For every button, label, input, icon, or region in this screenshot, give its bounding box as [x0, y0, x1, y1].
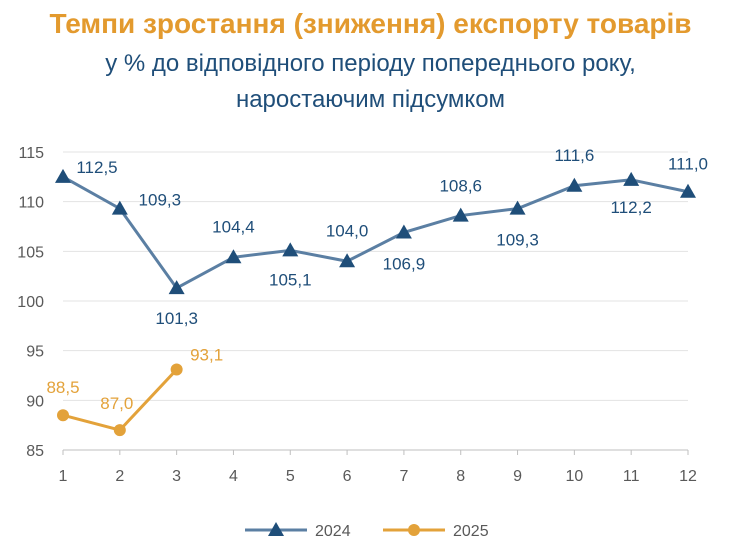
data-label: 109,3 — [139, 191, 182, 210]
data-label: 111,0 — [668, 155, 708, 174]
data-point-2024 — [168, 280, 185, 295]
chart-title: Темпи зростання (зниження) експорту това… — [49, 8, 692, 39]
x-tick-label: 8 — [456, 468, 465, 485]
y-tick-label: 90 — [26, 393, 44, 410]
y-tick-label: 100 — [17, 294, 44, 311]
data-label: 101,3 — [155, 309, 198, 328]
data-point-2024 — [111, 200, 128, 215]
x-tick-label: 2 — [115, 468, 124, 485]
data-label: 109,3 — [496, 231, 539, 250]
data-label: 105,1 — [269, 270, 312, 289]
data-label: 108,6 — [439, 177, 482, 196]
x-tick-label: 11 — [623, 468, 640, 485]
data-label: 112,2 — [611, 198, 652, 217]
x-tick-label: 1 — [59, 468, 68, 485]
x-tick-label: 6 — [343, 468, 352, 485]
data-point-2024 — [452, 207, 469, 222]
y-tick-label: 105 — [17, 244, 44, 261]
x-tick-label: 5 — [286, 468, 295, 485]
data-point-2024 — [225, 249, 242, 264]
data-point-2024 — [680, 183, 696, 198]
data-label: 104,4 — [212, 217, 255, 236]
x-tick-label: 10 — [565, 468, 583, 485]
data-point-2025 — [113, 424, 126, 437]
x-tick-label: 7 — [399, 468, 408, 485]
x-tick-label: 3 — [172, 468, 181, 485]
legend-label: 2024 — [315, 523, 351, 540]
legend-marker-2025 — [408, 524, 420, 536]
data-point-2025 — [57, 409, 69, 422]
data-label: 106,9 — [383, 254, 426, 273]
y-tick-label: 110 — [18, 195, 44, 212]
data-point-2024 — [623, 171, 640, 186]
legend-marker-2024 — [268, 522, 284, 536]
data-point-2024 — [55, 168, 71, 183]
data-point-2024 — [509, 200, 526, 215]
data-label: 87,0 — [100, 394, 133, 413]
data-point-2024 — [339, 253, 356, 268]
chart-subtitle-line2: наростаючим підсумком — [235, 86, 506, 113]
data-label: 112,5 — [76, 158, 117, 177]
data-point-2025 — [170, 363, 183, 376]
data-point-2024 — [395, 224, 412, 239]
y-tick-label: 95 — [26, 344, 44, 361]
series-line-2024 — [62, 175, 689, 291]
data-point-2024 — [566, 177, 583, 192]
data-label: 93,1 — [190, 346, 223, 365]
legend-label: 2025 — [453, 523, 489, 540]
data-point-2024 — [282, 242, 299, 257]
data-label: 104,0 — [326, 221, 369, 240]
x-tick-label: 12 — [679, 468, 697, 485]
data-label: 111,6 — [554, 146, 594, 165]
x-tick-label: 9 — [513, 468, 522, 485]
x-tick-label: 4 — [229, 468, 238, 485]
y-tick-label: 115 — [18, 145, 44, 162]
chart-subtitle-line1: у % до відповідного періоду попереднього… — [105, 50, 636, 77]
y-tick-label: 85 — [26, 443, 44, 460]
data-label: 88,5 — [46, 378, 79, 397]
